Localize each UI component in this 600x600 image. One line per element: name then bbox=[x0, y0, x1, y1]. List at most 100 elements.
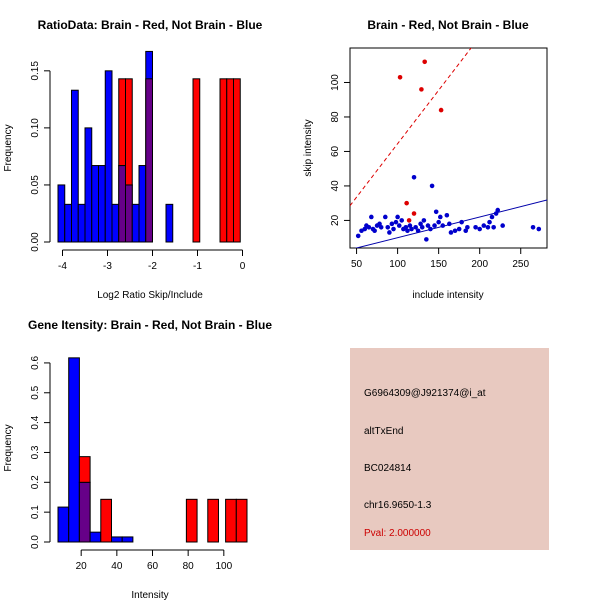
gene-x-tick-label: 80 bbox=[183, 561, 195, 572]
histogram-bar-not-brain bbox=[91, 165, 99, 243]
scatter-point-not-brain bbox=[465, 225, 470, 230]
ratio-y-tick-label: 0.15 bbox=[30, 61, 41, 81]
scatter-point-brain bbox=[422, 59, 427, 65]
scatter-point-not-brain bbox=[413, 225, 418, 230]
ratio-histogram-ylabel: Frequency bbox=[3, 124, 14, 171]
gene-y-tick-label: 0.2 bbox=[30, 475, 41, 489]
scatter-point-not-brain bbox=[396, 223, 402, 228]
histogram-bar-overlap bbox=[118, 165, 126, 243]
ratio-y-tick-label: 0.10 bbox=[30, 118, 41, 138]
scatter-point-not-brain bbox=[372, 228, 377, 234]
histogram-bar-brain bbox=[125, 78, 133, 186]
scatter-point-not-brain bbox=[425, 223, 431, 228]
scatter-point-not-brain bbox=[459, 219, 464, 225]
scatter-point-not-brain bbox=[530, 225, 536, 230]
histogram-bar-overlap bbox=[125, 184, 133, 243]
scatter-x-tick-label: 50 bbox=[351, 259, 363, 270]
histogram-bar-not-brain bbox=[104, 70, 113, 243]
histogram-bar-brain bbox=[78, 456, 91, 483]
scatter-x-tick-label: 200 bbox=[471, 259, 488, 270]
histogram-bar-not-brain bbox=[98, 165, 106, 243]
scatter-point-not-brain bbox=[477, 226, 482, 232]
histogram-bar-not-brain bbox=[57, 184, 66, 243]
scatter-y-tick-label: 100 bbox=[330, 74, 341, 91]
scatter-point-not-brain bbox=[389, 221, 395, 227]
histogram-bar-brain bbox=[225, 498, 237, 543]
ratio-histogram-xlabel: Log2 Ratio Skip/Include bbox=[97, 290, 203, 301]
info-panel-background bbox=[350, 348, 549, 550]
scatter-x-tick-label: 100 bbox=[389, 259, 406, 270]
event-type: altTxEnd bbox=[364, 426, 403, 437]
scatter-point-brain bbox=[419, 87, 424, 92]
scatter-point-not-brain bbox=[487, 219, 492, 225]
scatter-points bbox=[355, 59, 542, 242]
scatter-point-not-brain bbox=[428, 226, 433, 232]
histogram-bar-overlap bbox=[78, 481, 91, 543]
scatter-fit-lines bbox=[350, 48, 547, 248]
ratio-x-tick-label: -2 bbox=[148, 261, 157, 272]
ratio-y-tick-label: 0.05 bbox=[30, 175, 41, 195]
gene-intensity-histogram: Gene Itensity: Brain - Red, Not Brain - … bbox=[3, 318, 272, 600]
ratio-x-tick-label: 0 bbox=[240, 261, 246, 272]
scatter-point-not-brain bbox=[424, 237, 429, 242]
scatter-point-not-brain bbox=[432, 223, 437, 228]
scatter-point-not-brain bbox=[395, 214, 400, 220]
scatter-point-not-brain bbox=[444, 212, 450, 218]
scatter-point-not-brain bbox=[391, 226, 396, 232]
intensity-scatter-xlabel: include intensity bbox=[412, 290, 483, 301]
gene-x-tick-label: 100 bbox=[215, 561, 232, 572]
scatter-point-not-brain bbox=[399, 218, 405, 223]
scatter-point-not-brain bbox=[378, 225, 384, 230]
scatter-point-brain bbox=[438, 107, 444, 113]
scatter-point-not-brain bbox=[377, 221, 382, 227]
gene-y-tick-label: 0.1 bbox=[30, 505, 41, 519]
ratio-x-tick-label: -1 bbox=[193, 261, 202, 272]
histogram-bar-brain bbox=[233, 78, 241, 243]
genomic-location: chr16.9650-1.3 bbox=[364, 500, 432, 511]
probe-id: G6964309@J921374@i_at bbox=[364, 388, 486, 399]
scatter-point-not-brain bbox=[366, 225, 372, 230]
ratio-histogram: RatioData: Brain - Red, Not Brain - Blue… bbox=[3, 18, 263, 301]
intensity-scatter-axes: 50 100 150 200 250 20 40 60 80 100 bbox=[330, 74, 530, 270]
ratio-x-tick-label: -3 bbox=[103, 261, 112, 272]
histogram-bar-brain bbox=[207, 498, 219, 543]
ratio-histogram-bars bbox=[57, 50, 241, 243]
scatter-point-not-brain bbox=[436, 219, 441, 225]
brain-fit-line bbox=[350, 48, 472, 206]
scatter-point-not-brain bbox=[415, 228, 421, 234]
ratio-histogram-title: RatioData: Brain - Red, Not Brain - Blue bbox=[38, 18, 263, 32]
histogram-bar-brain bbox=[185, 498, 198, 543]
gene-x-tick-label: 40 bbox=[111, 561, 123, 572]
scatter-point-not-brain bbox=[433, 209, 439, 215]
scatter-point-not-brain bbox=[411, 175, 417, 180]
histogram-bar-not-brain bbox=[64, 203, 72, 243]
scatter-point-not-brain bbox=[452, 228, 458, 234]
intensity-scatter-title: Brain - Red, Not Brain - Blue bbox=[367, 18, 529, 32]
scatter-point-not-brain bbox=[403, 225, 409, 230]
gene-intensity-histogram-title: Gene Itensity: Brain - Red, Not Brain - … bbox=[28, 318, 272, 332]
scatter-point-not-brain bbox=[421, 218, 427, 223]
histogram-bar-brain bbox=[100, 498, 112, 543]
gene-x-tick-label: 60 bbox=[147, 561, 159, 572]
ratio-x-tick-label: -4 bbox=[58, 261, 67, 272]
histogram-bar-not-brain bbox=[89, 531, 102, 543]
gene-y-tick-label: 0.3 bbox=[30, 445, 41, 459]
intensity-scatter: Brain - Red, Not Brain - Blue 50 100 150 20… bbox=[303, 18, 548, 301]
gene-intensity-histogram-ylabel: Frequency bbox=[3, 424, 14, 471]
scatter-point-not-brain bbox=[485, 225, 491, 230]
scatter-point-not-brain bbox=[536, 226, 542, 232]
intensity-scatter-ylabel: skip intensity bbox=[303, 119, 314, 176]
histogram-bar-brain bbox=[118, 78, 126, 167]
histogram-bar-brain bbox=[226, 78, 234, 243]
scatter-point-brain bbox=[404, 200, 409, 206]
scatter-y-tick-label: 40 bbox=[330, 180, 341, 192]
info-panel: G6964309@J921374@i_at altTxEnd BC024814 … bbox=[350, 348, 549, 550]
gene-intensity-histogram-bars bbox=[57, 357, 248, 543]
scatter-point-not-brain bbox=[491, 225, 496, 230]
scatter-point-not-brain bbox=[393, 219, 399, 225]
scatter-point-not-brain bbox=[382, 214, 388, 220]
scatter-point-not-brain bbox=[473, 225, 478, 230]
histogram-bar-not-brain bbox=[84, 127, 93, 243]
scatter-point-not-brain bbox=[481, 223, 487, 228]
